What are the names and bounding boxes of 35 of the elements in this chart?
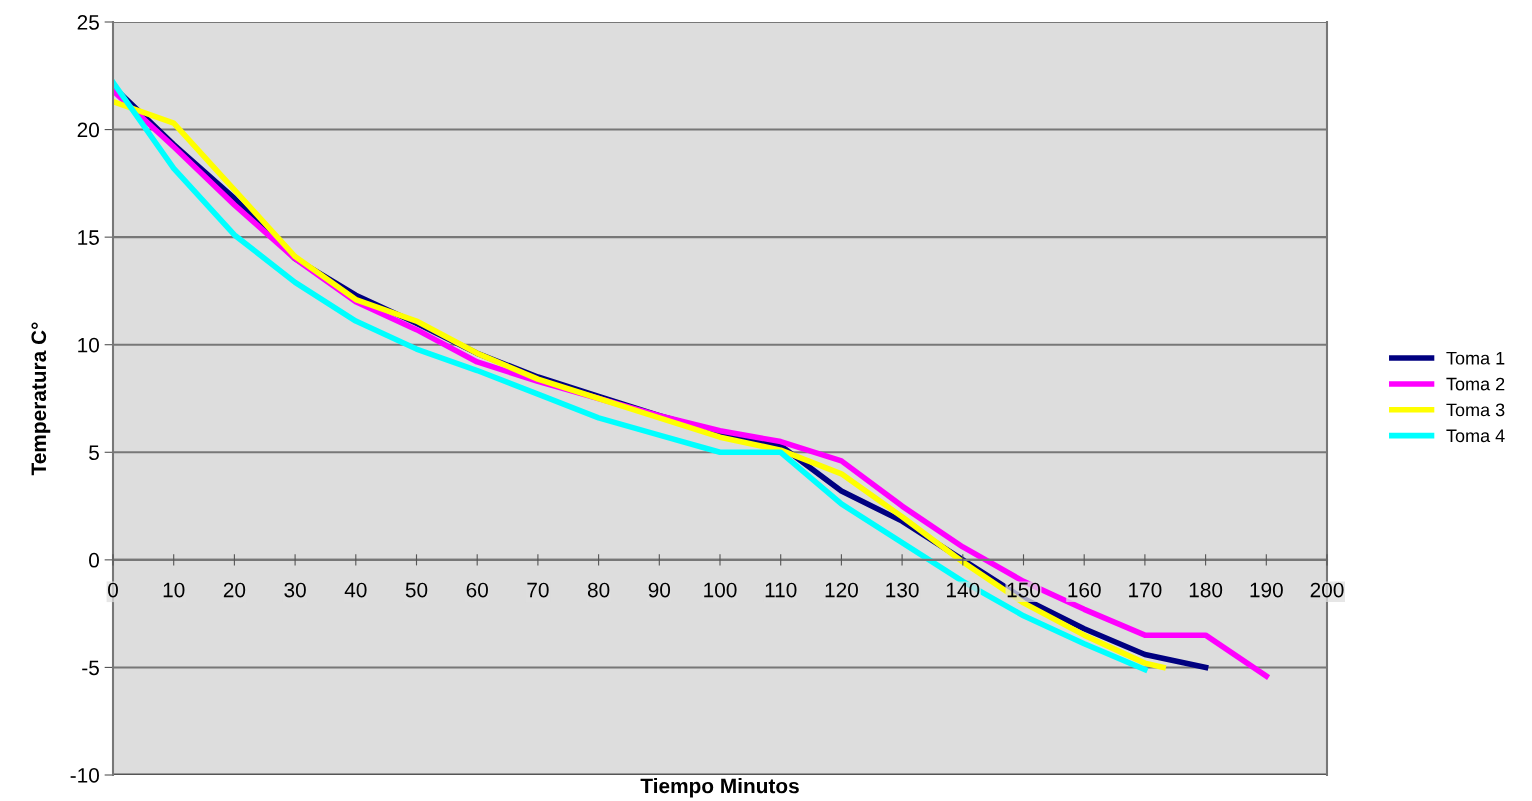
x-tick-label: 100 <box>704 582 737 598</box>
x-tick-label: 30 <box>284 582 306 598</box>
x-tick-label: 80 <box>587 582 610 598</box>
x-tick-label: 110 <box>765 582 797 598</box>
x-tick-label: 200 <box>1310 582 1344 598</box>
y-axis-title: Temperatura C° <box>31 322 51 476</box>
legend-label: Toma 3 <box>1446 403 1505 417</box>
x-tick-label: 120 <box>825 582 858 598</box>
legend-label: Toma 2 <box>1446 377 1505 391</box>
y-tick-label: 15 <box>78 230 99 245</box>
x-tick-label: 160 <box>1068 582 1101 598</box>
y-tick-label: 5 <box>89 445 99 461</box>
x-tick-label: 150 <box>1007 582 1041 598</box>
x-tick-label: 130 <box>886 582 919 598</box>
x-tick-label: 50 <box>405 582 428 598</box>
y-tick-label: 25 <box>77 15 99 30</box>
x-tick-label: 60 <box>466 582 488 598</box>
x-tick-label: 40 <box>344 582 367 598</box>
x-tick-label: 190 <box>1250 582 1283 598</box>
x-tick-label: 10 <box>163 582 185 598</box>
x-tick-label: 0 <box>108 582 118 598</box>
x-tick-label: 90 <box>648 582 671 598</box>
y-tick-label: -10 <box>70 768 99 783</box>
x-tick-label: 170 <box>1129 582 1162 598</box>
x-tick-label: 180 <box>1189 582 1223 598</box>
x-tick-label: 20 <box>223 582 246 598</box>
y-tick-label: 0 <box>89 552 99 568</box>
legend-label: Toma 4 <box>1446 429 1505 443</box>
y-tick-label: -5 <box>82 660 99 676</box>
x-axis-title: Tiempo Minutos <box>640 778 799 798</box>
x-tick-label: 70 <box>527 582 549 598</box>
y-tick-label: 10 <box>78 337 99 353</box>
legend-label: Toma 1 <box>1446 351 1505 365</box>
y-tick-label: 20 <box>77 122 99 138</box>
x-tick-label: 140 <box>947 582 980 598</box>
